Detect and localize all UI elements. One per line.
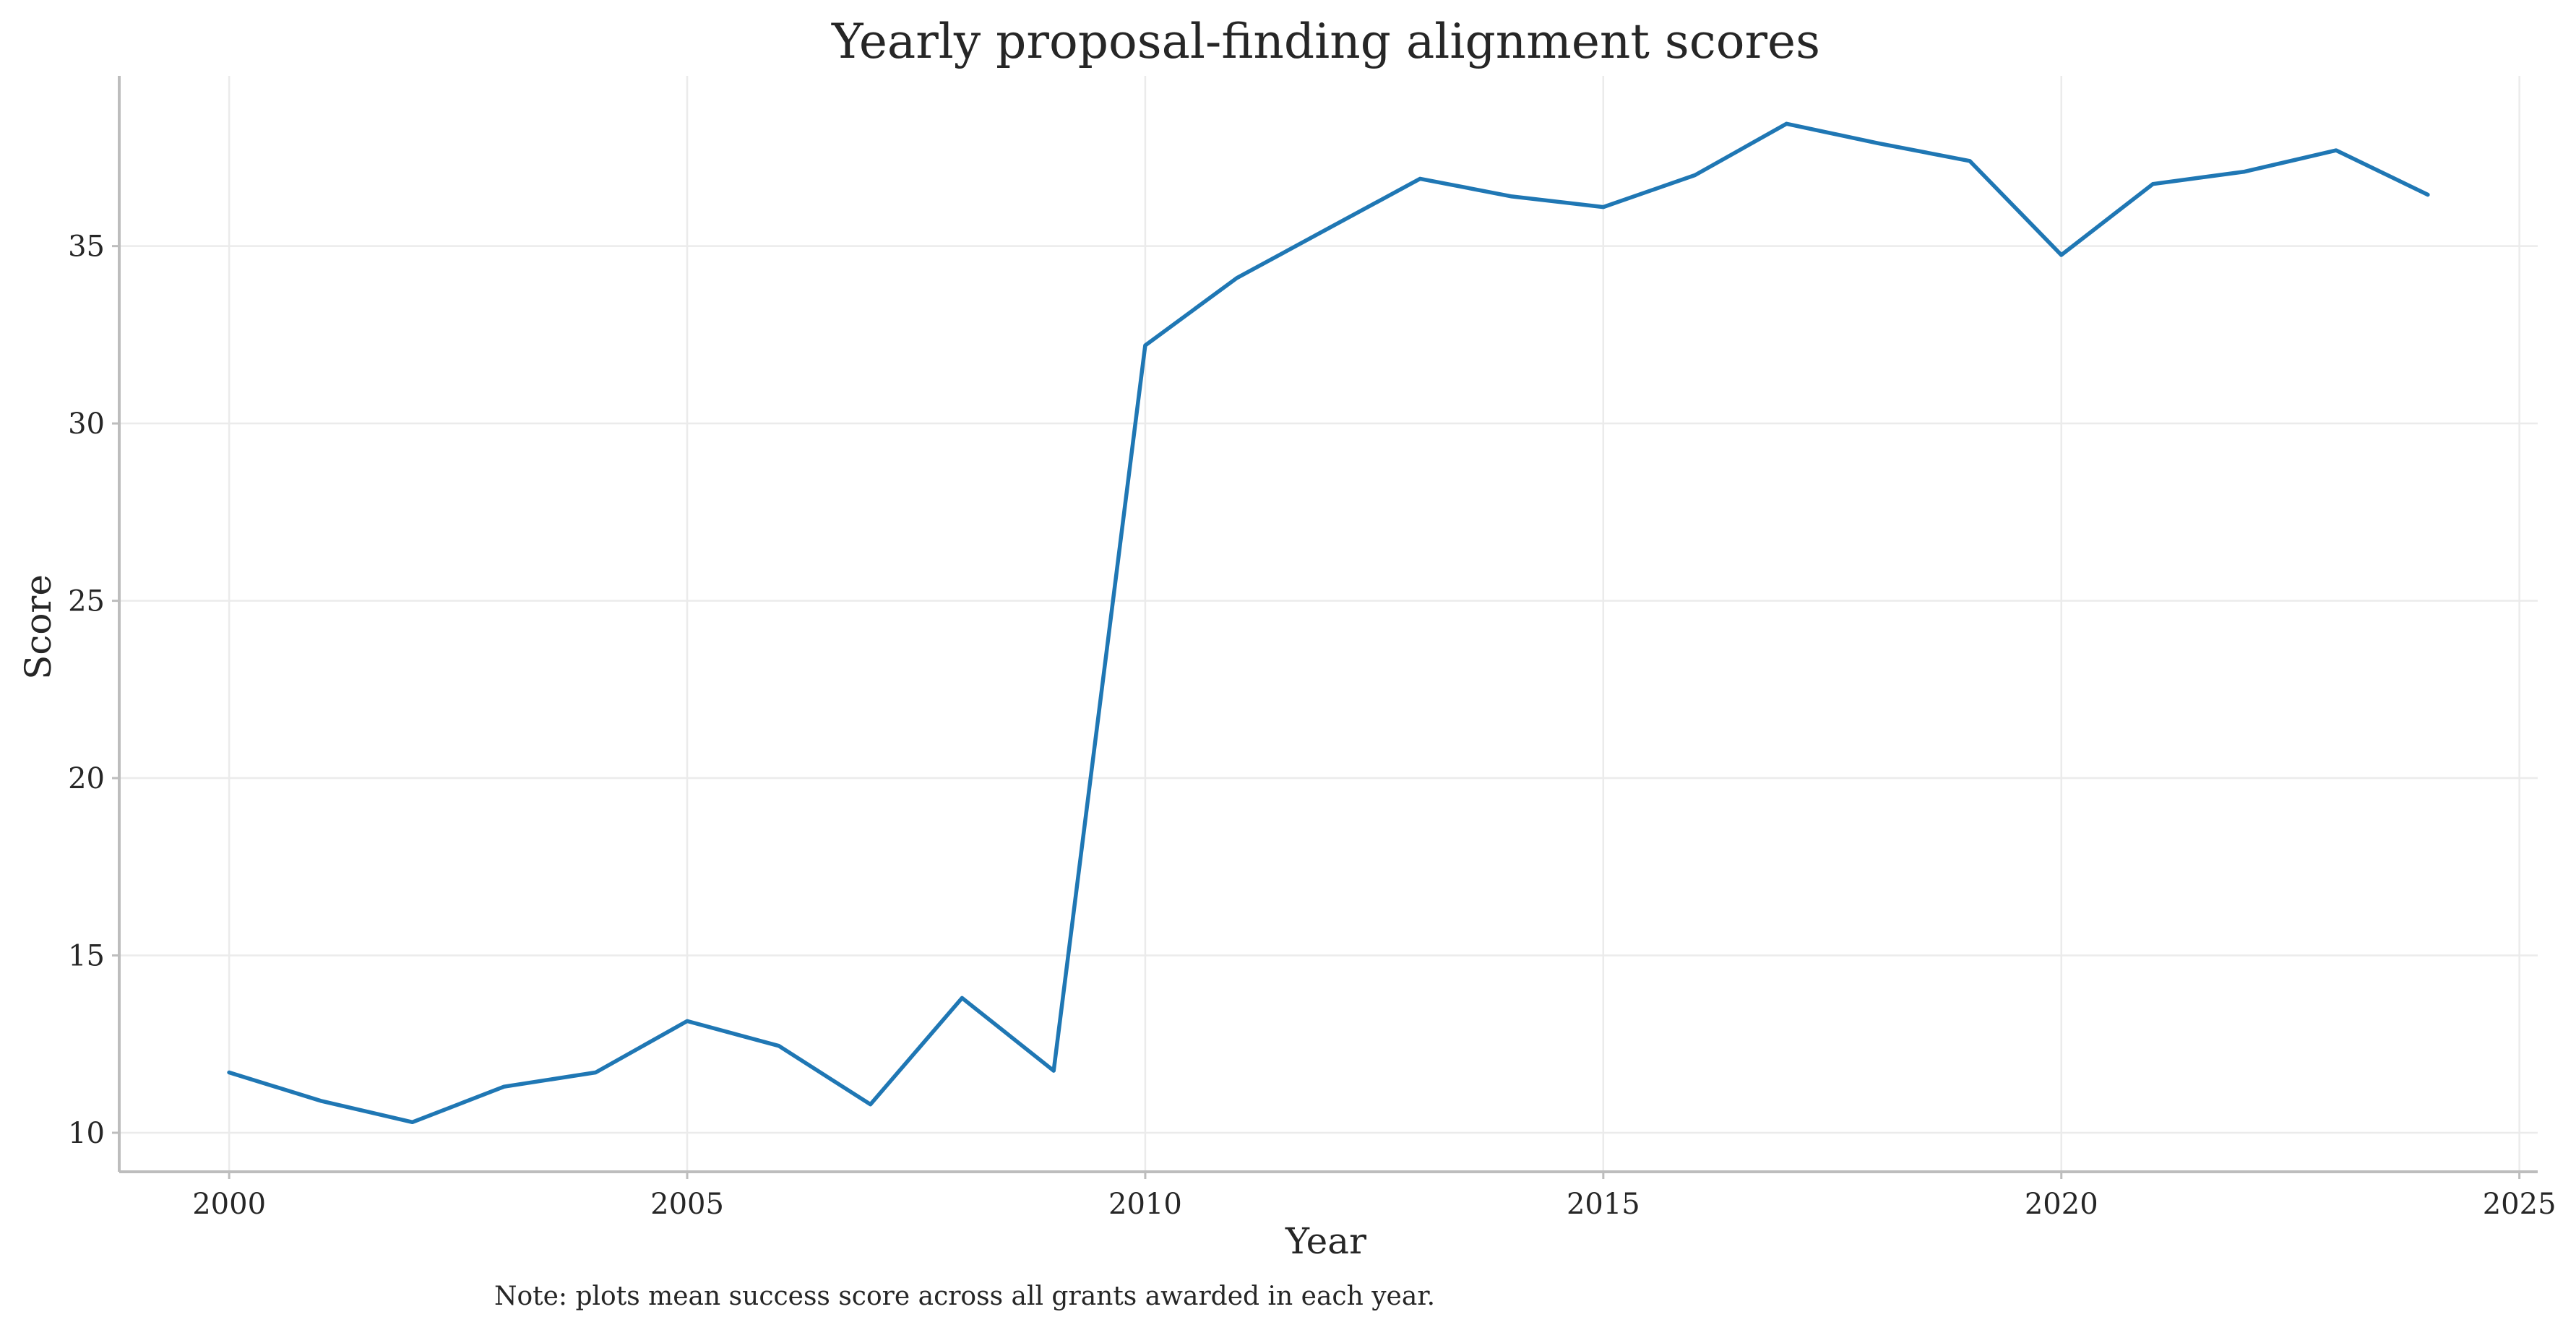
- data-point: [1143, 343, 1147, 347]
- x-tick-label: 2025: [2483, 1188, 2556, 1221]
- data-point: [2059, 253, 2064, 257]
- y-tick-label: 30: [68, 407, 105, 441]
- x-tick-label: 2005: [650, 1188, 724, 1221]
- data-point: [501, 1084, 506, 1089]
- data-point: [1876, 141, 1880, 145]
- data-point: [1235, 276, 1239, 280]
- x-tick-label: 2000: [192, 1188, 266, 1221]
- data-point: [869, 1102, 873, 1107]
- data-point: [685, 1019, 689, 1023]
- x-tick-label: 2020: [2025, 1188, 2098, 1221]
- data-point: [2242, 170, 2247, 174]
- x-tick-label: 2010: [1108, 1188, 1182, 1221]
- data-point: [1784, 121, 1788, 126]
- data-point: [2334, 148, 2338, 152]
- y-tick-label: 15: [68, 940, 105, 973]
- data-point: [777, 1044, 781, 1048]
- axes: [112, 76, 2538, 1179]
- data-point: [1693, 173, 1697, 177]
- data-point: [1051, 1068, 1056, 1073]
- data-point: [960, 996, 964, 1000]
- y-tick-label: 20: [68, 762, 105, 795]
- y-tick-label: 10: [68, 1117, 105, 1150]
- chart-title: Yearly proposal-finding alignment scores: [831, 14, 1820, 69]
- data-point: [593, 1071, 598, 1075]
- x-tick-label: 2015: [1567, 1188, 1640, 1221]
- x-axis-label: Year: [1285, 1220, 1366, 1262]
- chart-note: Note: plots mean success score across al…: [494, 1282, 1435, 1311]
- data-point: [1327, 226, 1331, 230]
- data-point: [1418, 176, 1422, 181]
- data-point: [319, 1099, 323, 1103]
- series-line: [227, 121, 2430, 1125]
- data-point: [227, 1071, 231, 1075]
- series-group: [227, 121, 2430, 1125]
- y-axis-label: Score: [17, 574, 59, 680]
- data-point: [1509, 194, 1514, 199]
- data-point: [2426, 192, 2430, 197]
- data-point: [2151, 182, 2155, 186]
- y-tick-label: 35: [68, 230, 105, 264]
- data-point: [410, 1120, 415, 1124]
- data-point: [1968, 159, 1972, 163]
- y-tick-label: 25: [68, 585, 105, 618]
- grid: [119, 76, 2538, 1172]
- data-point: [1601, 205, 1606, 210]
